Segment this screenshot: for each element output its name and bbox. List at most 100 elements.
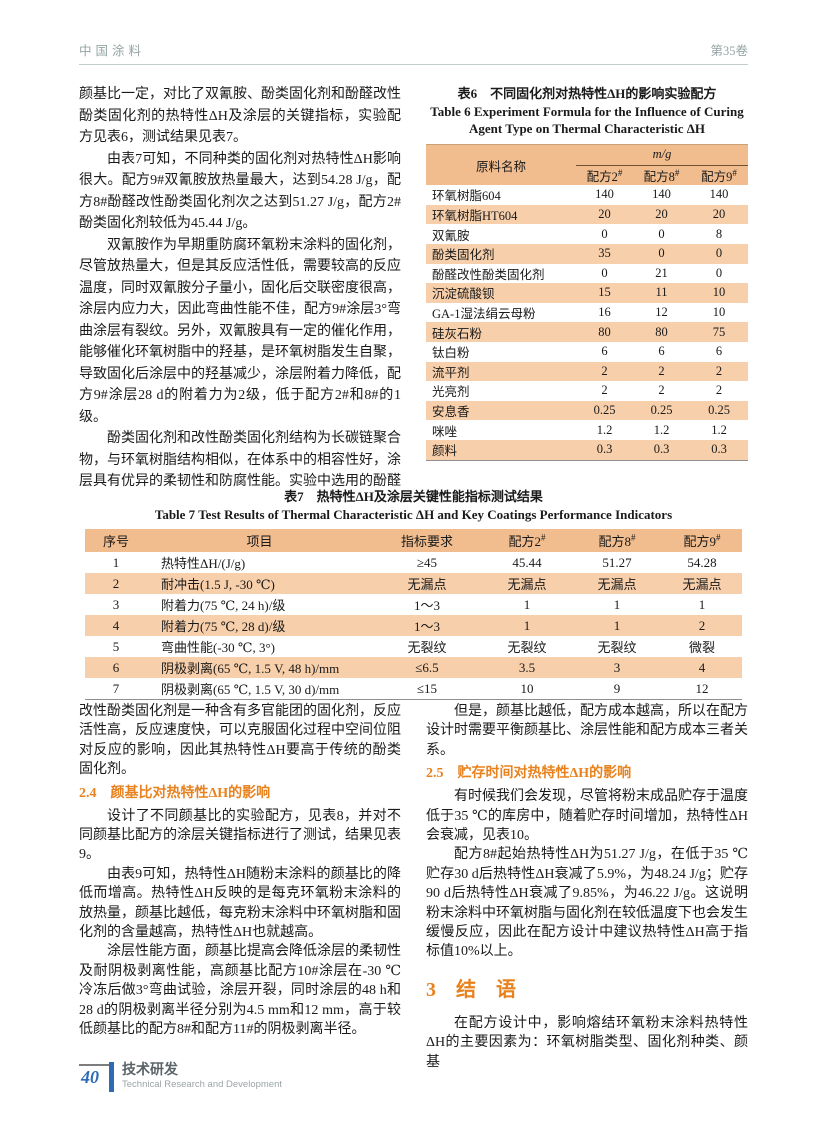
formula-amount: 15 <box>598 285 611 300</box>
test-value: ≤6.5 <box>415 659 439 675</box>
table7-row: 2 耐冲击(1.5 J, -30 ℃) 无漏点 无漏点 无漏点 无漏点 <box>85 573 742 594</box>
test-item: 阴极剥离(65 ℃, 1.5 V, 48 h)/mm <box>161 661 340 676</box>
test-item: 耐冲击(1.5 J, -30 ℃) <box>161 577 275 592</box>
table7-column-header: 序号 <box>85 529 147 552</box>
formula-amount: 10 <box>712 285 726 300</box>
formula-amount: 140 <box>709 187 729 202</box>
formula-amount: 140 <box>652 187 671 202</box>
table7-title-en: Table 7 Test Results of Thermal Characte… <box>154 507 673 522</box>
test-value: 1 <box>613 617 621 633</box>
paragraph-p7: 由表9可知，热特性ΔH随粉末涂料的颜基比的降低而增高。热特性ΔH反映的是每克环氧… <box>79 866 401 941</box>
formula-amount: 0 <box>715 246 723 261</box>
material-name: 流平剂 <box>432 365 470 380</box>
test-value: 无漏点 <box>682 577 722 592</box>
table7-title-cn: 表7 热特性ΔH及涂层关键性能指标测试结果 <box>284 489 543 504</box>
test-item: 阴极剥离(65 ℃, 1.5 V, 30 d)/mm <box>161 682 340 697</box>
test-item: 弯曲性能(-30 ℃, 3°) <box>161 640 275 655</box>
test-value: 微裂 <box>688 640 715 655</box>
test-value: 51.27 <box>602 554 632 570</box>
footer-section: 技术研发 Technical Research and Development <box>122 1063 282 1091</box>
right-column-top: 表6 不同固化剂对热特性ΔH的影响实验配方 Table 6 Experiment… <box>426 84 748 493</box>
paragraph-p2: 由表7可知，不同种类的固化剂对热特性ΔH影响很大。配方9#双氰胺放热量最大，达到… <box>79 151 401 232</box>
paragraph-p12: 在配方设计中，影响熔结环氧粉末涂料热特性ΔH的主要因素为：环氧树脂类型、固化剂种… <box>426 1015 748 1070</box>
test-value: 1 <box>523 596 531 612</box>
section-heading-2-4: 2.4 颜基比对热特性ΔH的影响 <box>79 785 271 801</box>
table7-row: 4 附着力(75 ℃, 28 d)/级 1～3 1 1 2 <box>85 615 742 636</box>
row-index: 7 <box>112 680 120 696</box>
table6-header-row-1: 原料名称 m/g <box>426 144 748 186</box>
formula-amount: 0 <box>658 226 665 241</box>
formula-amount: 35 <box>598 246 611 261</box>
table6-header-row-2: 配方2# 配方8# 配方9# <box>426 165 748 186</box>
table6-row: 沉淀硫酸钡 15 11 10 <box>426 283 748 303</box>
formula-amount: 0.3 <box>596 442 613 457</box>
table7-column-header: 项目 <box>147 529 372 552</box>
journal-name: 中国涂料 <box>79 44 146 58</box>
material-name: 钛白粉 <box>432 346 470 361</box>
formula-amount: 0 <box>601 226 608 241</box>
page-number: 40 <box>79 1064 109 1090</box>
table6-row: 酚类固化剂 35 0 0 <box>426 243 748 264</box>
test-item: 附着力(75 ℃, 28 d)/级 <box>161 619 286 634</box>
formula-amount: 0.25 <box>593 403 616 418</box>
material-name: 酚类固化剂 <box>432 248 495 263</box>
table6-title-en-line2: Agent Type on Thermal Characteristic ΔH <box>469 121 705 136</box>
formula-amount: 20 <box>598 207 611 222</box>
test-value: 无漏点 <box>597 577 637 592</box>
formula-amount: 2 <box>715 383 723 398</box>
test-value: 9 <box>613 680 621 696</box>
formula-amount: 8 <box>715 226 723 241</box>
test-value: 3 <box>613 659 621 675</box>
row-index: 6 <box>112 659 120 675</box>
table7-section: 表7 热特性ΔH及涂层关键性能指标测试结果 Table 7 Test Resul… <box>85 487 742 700</box>
paragraph-p10: 有时候我们会发现，尽管将粉末成品贮存于温度低于35 ℃的库房中，随着贮存时间增加… <box>426 789 748 844</box>
test-value: 1～3 <box>413 619 440 634</box>
formula-amount: 20 <box>655 207 668 222</box>
footer-accent-bar <box>109 1062 114 1092</box>
formula-amount: 140 <box>595 187 614 202</box>
paragraph-p9: 但是，颜基比越低，配方成本越高，所以在配方设计时需要平衡颜基比、涂层性能和配方成… <box>426 704 748 758</box>
table7-row: 5 弯曲性能(-30 ℃, 3°) 无裂纹 无裂纹 无裂纹 微裂 <box>85 636 742 657</box>
test-value: 无裂纹 <box>597 640 637 655</box>
row-index: 1 <box>112 554 120 570</box>
formula-amount: 16 <box>598 305 611 320</box>
test-value: 12 <box>695 680 709 696</box>
table6-row: 环氧树脂HT604 20 20 20 <box>426 204 748 225</box>
table7-column-header: 配方9# <box>662 529 742 552</box>
table6-row: 安息香 0.25 0.25 0.25 <box>426 400 748 421</box>
table7-row: 1 热特性ΔH/(J/g) ≥45 45.44 51.27 54.28 <box>85 552 742 573</box>
bottom-section: 改性酚类固化剂是一种含有多官能团的固化剂，反应活性高，反应速度快，可以克服固化过… <box>79 702 748 1072</box>
test-value: ≤15 <box>416 680 438 696</box>
table6-formula-header: 配方2# <box>576 165 633 186</box>
table6-col-material: 原料名称 <box>426 144 576 186</box>
formula-amount: 0 <box>601 265 608 280</box>
formula-amount: 0.3 <box>711 442 727 457</box>
table7-row: 3 附着力(75 ℃, 24 h)/级 1～3 1 1 1 <box>85 594 742 615</box>
test-value: 54.28 <box>687 554 717 570</box>
formula-amount: 80 <box>598 324 611 339</box>
material-name: 咪唑 <box>432 424 458 439</box>
material-name: 双氰胺 <box>432 228 470 243</box>
formula-amount: 0.25 <box>650 403 673 418</box>
test-value: 1 <box>523 617 531 633</box>
formula-amount: 12 <box>655 305 668 320</box>
table6-formula-header: 配方8# <box>633 165 690 186</box>
material-name: 环氧树脂604 <box>432 189 501 204</box>
paragraph-p1: 颜基比一定，对比了双氰胺、酚类固化剂和酚醛改性酚类固化剂的热特性ΔH及涂层的关键… <box>79 87 401 145</box>
formula-amount: 2 <box>715 363 723 378</box>
material-name: 颜料 <box>432 444 458 459</box>
footer-section-en: Technical Research and Development <box>122 1079 283 1090</box>
formula-amount: 0.3 <box>653 442 670 457</box>
formula-amount: 80 <box>655 324 668 339</box>
formula-amount: 75 <box>712 324 726 339</box>
table6-row: 钛白粉 6 6 6 <box>426 342 748 362</box>
paragraph-p11: 配方8#起始热特性ΔH为51.27 J/g，在低于35 ℃贮存30 d后热特性Δ… <box>426 847 748 960</box>
test-value: 无漏点 <box>507 577 547 592</box>
formula-amount: 2 <box>658 363 665 378</box>
table6-row: 颜料 0.3 0.3 0.3 <box>426 439 748 460</box>
paragraph-p8: 涂层性能方面，颜基比提高会降低涂层的柔韧性及耐阴极剥离性能，高颜基比配方10#涂… <box>79 944 401 1038</box>
test-value: 无裂纹 <box>507 640 547 655</box>
footer-section-cn: 技术研发 <box>122 1063 178 1078</box>
test-value: ≥45 <box>416 554 438 570</box>
